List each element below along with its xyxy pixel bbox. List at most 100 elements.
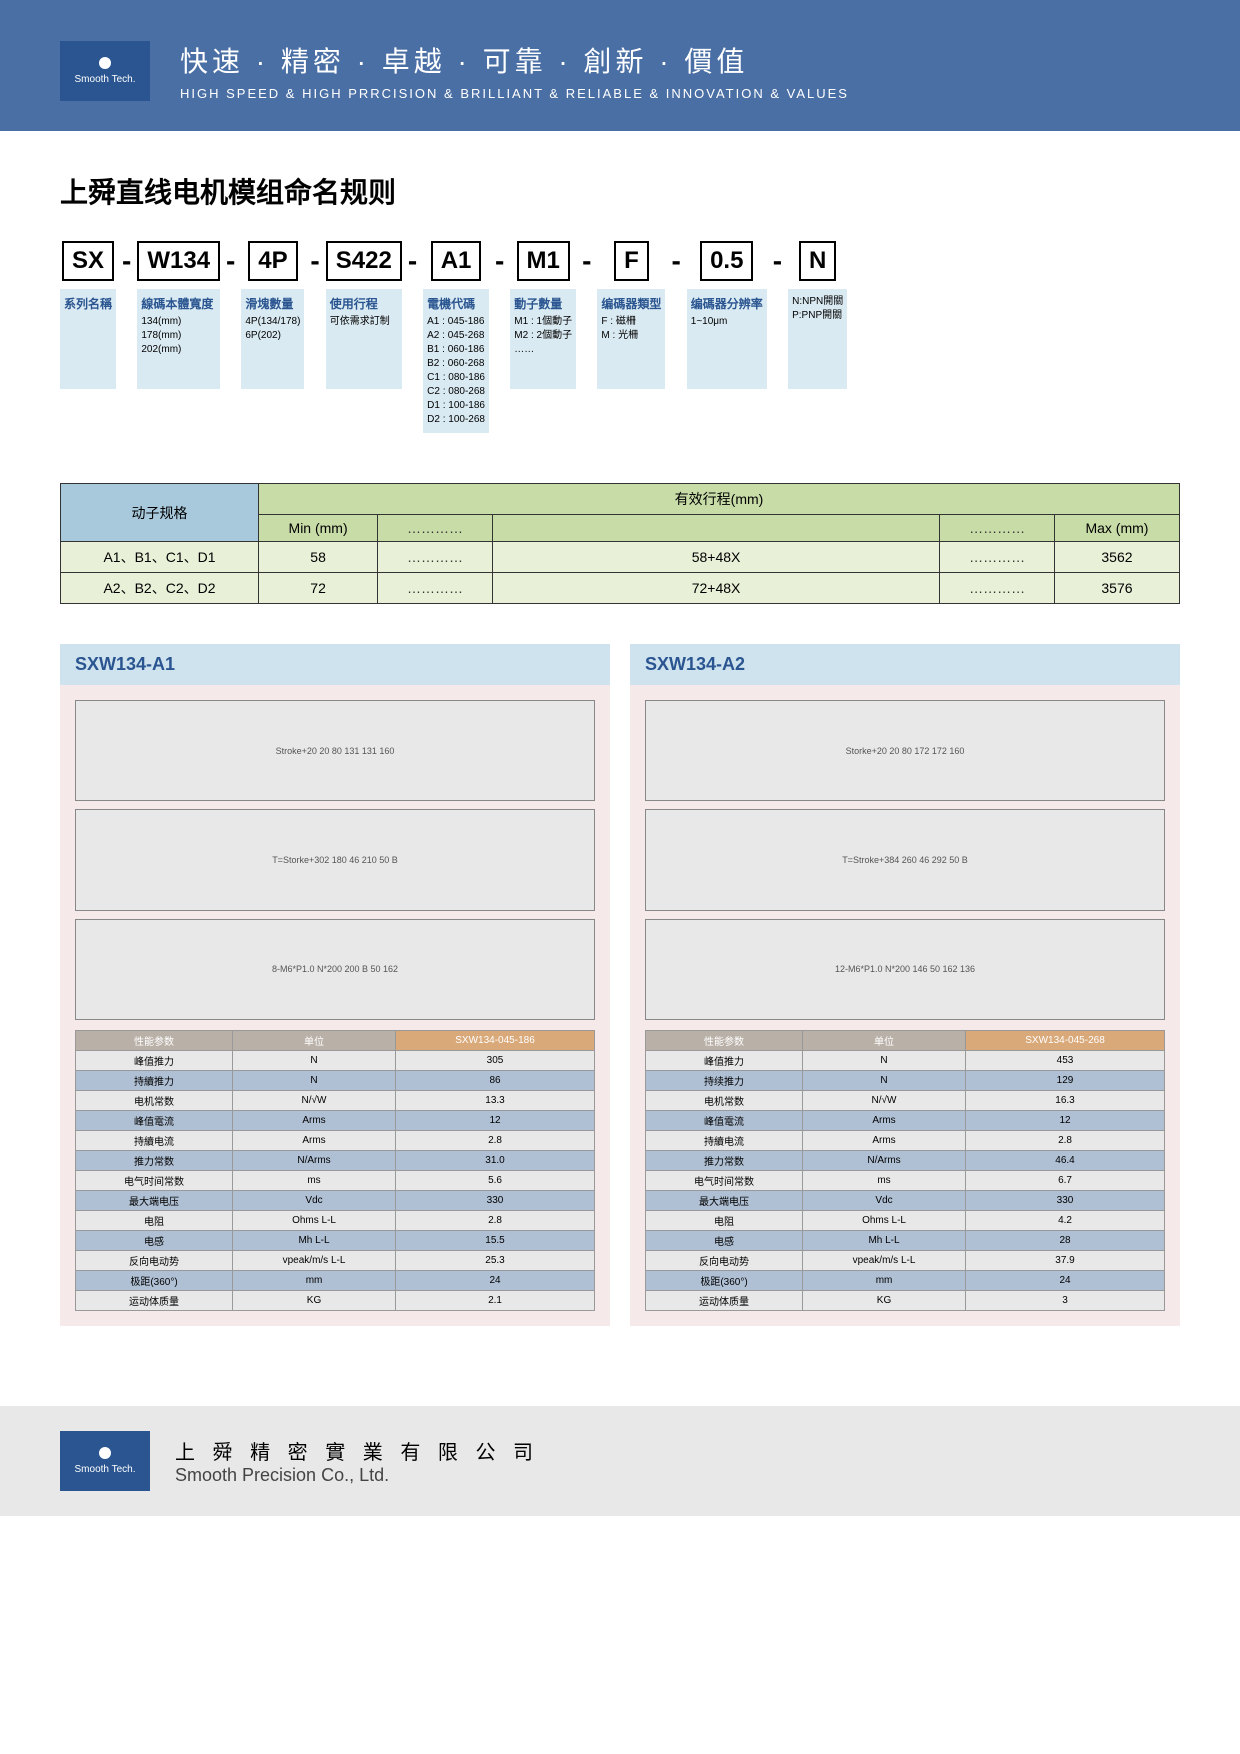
spec-val: 2.8 [396,1131,595,1151]
drawing-view: Stroke+20 20 80 131 131 160 [75,700,595,801]
spec-row: 电感 Mh L-L 28 [646,1231,1165,1251]
spec-val: 453 [966,1051,1165,1071]
naming-desc-line: B1 : 060-186 [427,343,485,357]
product-card: SXW134-A1 Stroke+20 20 80 131 131 160 T=St… [60,644,610,1326]
travel-row: A1、B1、C1、D1 58 ………… 58+48X ………… 3562 [61,542,1180,573]
naming-desc: 動子數量M1 : 1個動子M2 : 2個動子…… [510,289,576,389]
naming-desc-line: 1~10μm [691,315,763,329]
spec-param: 推力常数 [76,1151,233,1171]
naming-segment: F编碼器類型F : 磁柵M : 光柵 [597,241,665,389]
logo-dot-icon [99,57,111,69]
travel-spec: A2、B2、C2、D2 [61,573,259,604]
naming-desc: 線碼本體寬度134(mm)178(mm)202(mm) [137,289,220,389]
spec-val: 4.2 [966,1211,1165,1231]
naming-dash: - [767,245,788,277]
naming-desc: N:NPN開關P:PNP開關 [788,289,847,389]
drawing-annotation: T=Stroke+384 260 46 292 50 B [842,855,968,865]
spec-val: 6.7 [966,1171,1165,1191]
spec-val: 37.9 [966,1251,1165,1271]
spec-param: 运动体质量 [76,1291,233,1311]
spec-row: 推力常数 N/Arms 31.0 [76,1151,595,1171]
naming-segment: W134線碼本體寬度134(mm)178(mm)202(mm) [137,241,220,389]
spec-param: 最大端电压 [646,1191,803,1211]
naming-desc-title: 線碼本體寬度 [141,295,216,312]
spec-unit: KG [803,1291,966,1311]
naming-desc-line: N:NPN開關 [792,295,843,309]
tagline-en: HIGH SPEED & HIGH PRRCISION & BRILLIANT … [180,86,1180,101]
spec-unit: vpeak/m/s L-L [803,1251,966,1271]
spec-val: 28 [966,1231,1165,1251]
spec-unit: Mh L-L [233,1231,396,1251]
spec-unit: Mh L-L [803,1231,966,1251]
spec-val: 12 [396,1111,595,1131]
drawing-view: T=Stroke+384 260 46 292 50 B [645,809,1165,910]
spec-param: 峰值電流 [646,1111,803,1131]
spec-val: 2.8 [966,1131,1165,1151]
spec-head-param: 性能参数 [76,1031,233,1051]
naming-desc-title: 使用行程 [330,295,398,312]
naming-desc-line: C2 : 080-268 [427,385,485,399]
product-body: Storke+20 20 80 172 172 160T=Stroke+384 … [630,685,1180,1326]
product-title: SXW134-A2 [630,644,1180,685]
naming-code-box: S422 [326,241,402,281]
spec-row: 电机常数 N/√W 13.3 [76,1091,595,1111]
spec-unit: Ohms L-L [803,1211,966,1231]
spec-head-unit: 单位 [233,1031,396,1051]
spec-val: 46.4 [966,1151,1165,1171]
spec-row: 反向电动势 vpeak/m/s L-L 37.9 [646,1251,1165,1271]
spec-unit: mm [233,1271,396,1291]
spec-row: 最大端电压 Vdc 330 [76,1191,595,1211]
drawing-view: 8-M6*P1.0 N*200 200 B 50 162 [75,919,595,1020]
spec-param: 电感 [646,1231,803,1251]
products-row: SXW134-A1 Stroke+20 20 80 131 131 160 T=St… [60,644,1180,1326]
spec-param: 持續电流 [76,1131,233,1151]
naming-segment: A1電機代碼A1 : 045-186A2 : 045-268B1 : 060-1… [423,241,489,433]
spec-row: 持续推力 N 129 [646,1071,1165,1091]
naming-code-box: 0.5 [700,241,753,281]
spec-unit: N [233,1051,396,1071]
travel-table: 动子规格 有效行程(mm) Min (mm) ………… ………… Max (mm… [60,483,1180,604]
naming-desc-line: M : 光柵 [601,329,661,343]
product-title: SXW134-A1 [60,644,610,685]
spec-val: 13.3 [396,1091,595,1111]
spec-row: 电阻 Ohms L-L 2.8 [76,1211,595,1231]
spec-param: 峰值推力 [646,1051,803,1071]
naming-desc-line: F : 磁柵 [601,315,661,329]
naming-segment: 0.5 编碼器分辨率 1~10μm [687,241,767,389]
travel-dots: ………… [940,515,1055,542]
travel-formula: 72+48X [492,573,940,604]
naming-desc-line: 178(mm) [141,329,216,343]
spec-param: 电阻 [76,1211,233,1231]
spec-val: 24 [396,1271,595,1291]
spec-param: 持續推力 [76,1071,233,1091]
naming-desc-line: B2 : 060-268 [427,357,485,371]
spec-unit: vpeak/m/s L-L [233,1251,396,1271]
spec-row: 电感 Mh L-L 15.5 [76,1231,595,1251]
product-card: SXW134-A2Storke+20 20 80 172 172 160T=St… [630,644,1180,1326]
spec-unit: mm [803,1271,966,1291]
naming-code-box: A1 [431,241,482,281]
naming-desc: 编碼器分辨率 1~10μm [687,289,767,389]
spec-val: 15.5 [396,1231,595,1251]
naming-dash: - [576,245,597,277]
travel-dots: ………… [940,542,1055,573]
footer-logo-text: Smooth Tech. [75,1464,136,1475]
spec-unit: N [233,1071,396,1091]
naming-desc-line: 可依需求訂制 [330,315,398,329]
travel-col-min: Min (mm) [258,515,377,542]
spec-row: 推力常数 N/Arms 46.4 [646,1151,1165,1171]
spec-param: 推力常数 [646,1151,803,1171]
spec-unit: KG [233,1291,396,1311]
naming-desc-line: A2 : 045-268 [427,329,485,343]
naming-desc: 使用行程可依需求訂制 [326,289,402,389]
spec-row: 电机常数 N/√W 16.3 [646,1091,1165,1111]
naming-code-box: F [614,241,649,281]
technical-drawing: Stroke+20 20 80 131 131 160 T=Storke+302 … [75,700,595,1020]
naming-desc: 系列名稱 [60,289,116,389]
naming-desc-title: 编碼器分辨率 [691,295,763,312]
spec-val: 31.0 [396,1151,595,1171]
spec-table: 性能参数 单位 SXW134-045-186峰值推力 N 305持續推力 N 8… [75,1030,595,1311]
spec-val: 12 [966,1111,1165,1131]
drawing-annotation: T=Storke+302 180 46 210 50 B [272,855,398,865]
travel-max: 3576 [1054,573,1179,604]
